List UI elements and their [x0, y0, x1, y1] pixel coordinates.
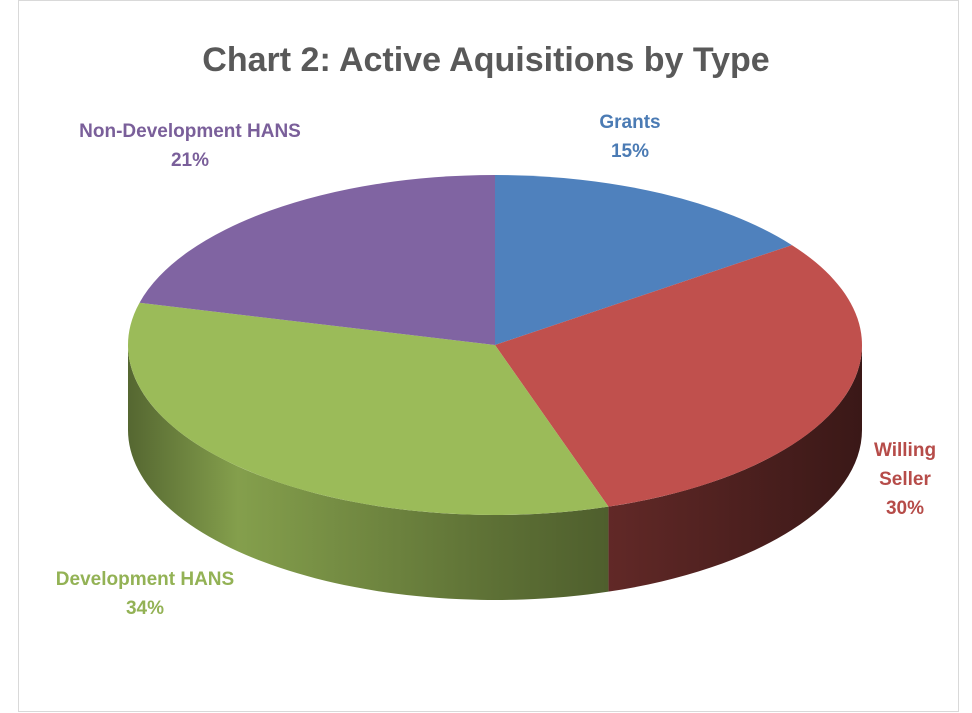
data-label: Non-Development HANS 21%	[40, 117, 340, 175]
pie-slice	[495, 175, 792, 345]
data-label: Willing Seller 30%	[860, 436, 950, 523]
pie-slice	[127, 302, 609, 515]
pie-slice	[139, 175, 496, 345]
pie-slice	[495, 245, 863, 507]
percent-label: 30%	[885, 498, 925, 519]
pie-side	[608, 345, 862, 592]
pie-side	[128, 345, 609, 600]
percent-label: 21%	[170, 150, 210, 171]
data-label: Development HANS 34%	[40, 565, 250, 623]
category-label: Non-Development HANS	[79, 121, 301, 142]
chart-title: Chart 2: Active Aquisitions by Type	[202, 41, 769, 79]
data-label: Grants 15%	[565, 108, 695, 166]
percent-label: 34%	[125, 598, 165, 619]
category-label: Willing Seller	[873, 440, 937, 490]
category-label: Grants	[599, 112, 661, 133]
percent-label: 15%	[610, 141, 650, 162]
category-label: Development HANS	[55, 569, 235, 590]
